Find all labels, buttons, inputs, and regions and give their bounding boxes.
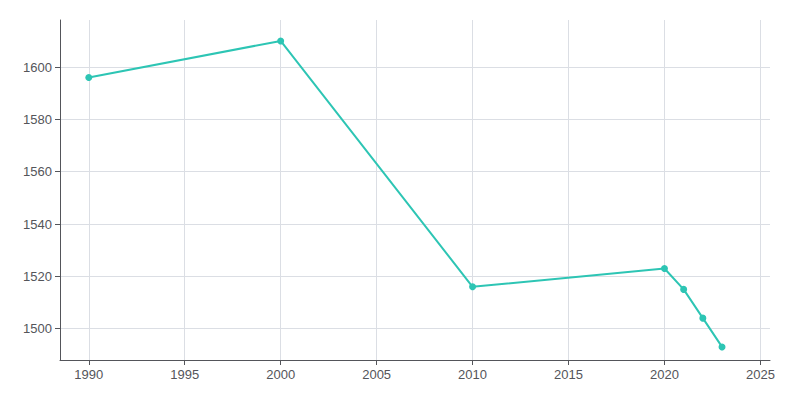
- svg-text:2005: 2005: [362, 367, 391, 382]
- svg-text:1520: 1520: [23, 269, 52, 284]
- svg-text:1600: 1600: [23, 60, 52, 75]
- svg-text:2020: 2020: [650, 367, 679, 382]
- svg-text:1540: 1540: [23, 217, 52, 232]
- svg-text:2000: 2000: [266, 367, 295, 382]
- svg-text:1560: 1560: [23, 164, 52, 179]
- svg-text:1580: 1580: [23, 112, 52, 127]
- svg-text:1995: 1995: [170, 367, 199, 382]
- svg-text:2015: 2015: [554, 367, 583, 382]
- svg-text:1990: 1990: [74, 367, 103, 382]
- svg-text:2025: 2025: [746, 367, 775, 382]
- svg-text:1500: 1500: [23, 321, 52, 336]
- svg-text:2010: 2010: [458, 367, 487, 382]
